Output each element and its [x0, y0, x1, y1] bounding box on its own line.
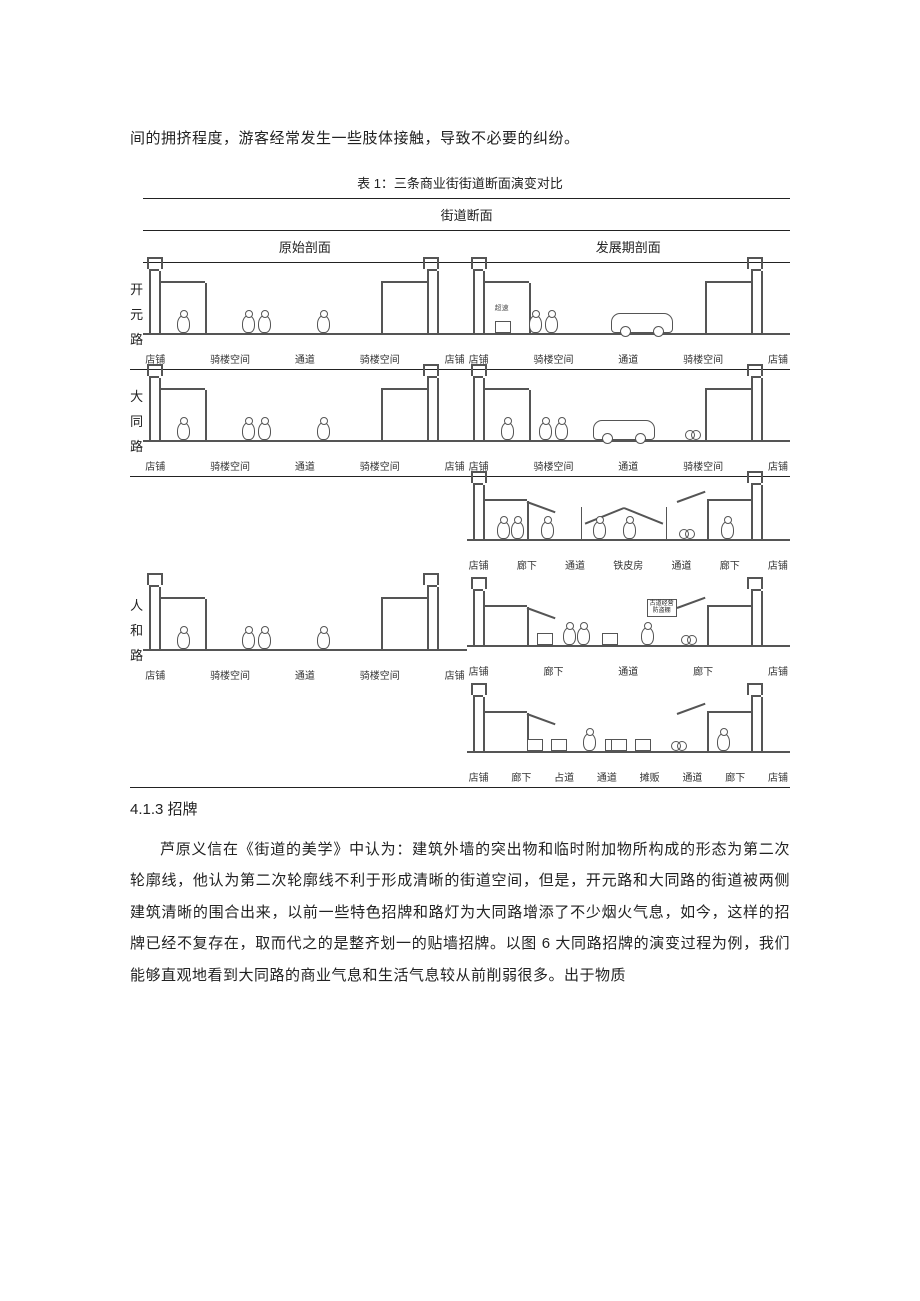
document-page: 间的拥挤程度，游客经常发生一些肢体接触，导致不必要的纠纷。 表 1：三条商业街街… — [0, 0, 920, 1301]
section-labels: 店铺骑楼空间通道骑楼空间店铺 — [143, 355, 466, 369]
section-labels: 店铺廊下通道铁皮房通道廊下店铺 — [467, 561, 790, 575]
section-labels: 店铺骑楼空间通道骑楼空间店铺 — [467, 355, 790, 369]
street-section-dev — [467, 370, 790, 462]
street-section-dev — [467, 689, 790, 773]
cell-developed: 店铺廊下通道铁皮房通道廊下店铺古道经营 防盗棚店铺廊下通道廊下店铺店铺廊下占道通… — [467, 476, 790, 787]
street-section-dev: 古道经营 防盗棚 — [467, 583, 790, 667]
cell-original: 店铺骑楼空间通道骑楼空间店铺 — [143, 262, 466, 369]
street-section-dev: 超速 — [467, 263, 790, 355]
section-labels: 店铺骑楼空间通道骑楼空间店铺 — [467, 462, 790, 476]
cell-developed: 店铺骑楼空间通道骑楼空间店铺 — [467, 369, 790, 476]
table-header-left: 原始剖面 — [143, 230, 466, 262]
section-labels: 店铺骑楼空间通道骑楼空间店铺 — [143, 671, 466, 685]
intro-line: 间的拥挤程度，游客经常发生一些肢体接触，导致不必要的纠纷。 — [130, 123, 790, 155]
section-heading: 4.1.3 招牌 — [130, 798, 790, 819]
comparison-table: 街道断面 原始剖面 发展期剖面 开元路店铺骑楼空间通道骑楼空间店铺超速店铺骑楼空… — [130, 198, 790, 788]
table-caption: 表 1：三条商业街街道断面演变对比 — [130, 173, 790, 192]
street-section-dev — [467, 477, 790, 561]
table-header-right: 发展期剖面 — [467, 230, 790, 262]
section-labels: 店铺廊下占道通道摊贩通道廊下店铺 — [467, 773, 790, 787]
body-paragraph: 芦原义信在《街道的美学》中认为：建筑外墙的突出物和临时附加物所构成的形态为第二次… — [130, 834, 790, 992]
row-label: 大同路 — [130, 369, 143, 476]
table-header-main: 街道断面 — [143, 198, 790, 230]
section-labels: 店铺骑楼空间通道骑楼空间店铺 — [143, 462, 466, 476]
row-label: 开元路 — [130, 262, 143, 369]
street-section-original — [143, 263, 466, 355]
section-labels: 店铺廊下通道廊下店铺 — [467, 667, 790, 681]
cell-developed: 超速店铺骑楼空间通道骑楼空间店铺 — [467, 262, 790, 369]
street-section-original — [143, 579, 466, 671]
row-label: 人和路 — [130, 476, 143, 787]
cell-original: 店铺骑楼空间通道骑楼空间店铺 — [143, 476, 466, 787]
street-section-original — [143, 370, 466, 462]
cell-original: 店铺骑楼空间通道骑楼空间店铺 — [143, 369, 466, 476]
